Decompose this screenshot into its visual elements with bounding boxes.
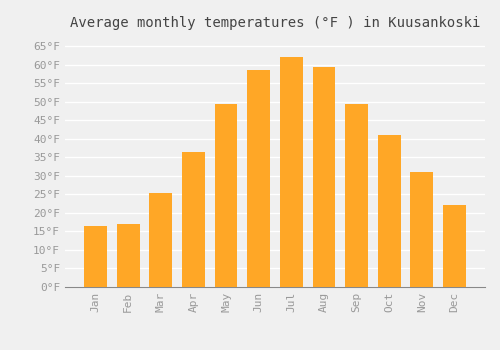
Bar [378, 135, 400, 287]
Bar [150, 193, 172, 287]
Bar [182, 152, 205, 287]
Bar [443, 205, 466, 287]
Bar [345, 104, 368, 287]
Bar [248, 70, 270, 287]
Title: Average monthly temperatures (°F ) in Kuusankoski: Average monthly temperatures (°F ) in Ku… [70, 16, 480, 30]
Bar [214, 104, 238, 287]
Bar [410, 172, 434, 287]
Bar [116, 224, 140, 287]
Bar [312, 66, 336, 287]
Bar [280, 57, 302, 287]
Bar [84, 226, 107, 287]
